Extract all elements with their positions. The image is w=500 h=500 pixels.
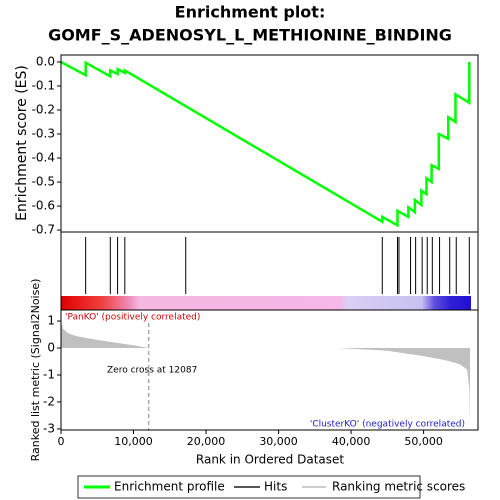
annotation: Zero cross at 12087 (107, 366, 197, 376)
y-tick-label: -0.1 (32, 78, 55, 92)
y-tick-label: 1 (47, 314, 55, 328)
enrichment-line (60, 60, 471, 228)
y-tick-label: 0 (47, 341, 55, 355)
y-axis-label: Ranked list metric (Signal2Noise) (29, 279, 42, 462)
y-tick-label: -3 (43, 421, 55, 435)
legend-label: Ranking metric scores (332, 480, 465, 494)
plot-frame (60, 54, 479, 431)
x-tick-label: 40,000 (332, 435, 371, 448)
rank-color-bar (61, 296, 471, 310)
legend-label: Hits (264, 480, 287, 494)
ranking-metric-area (61, 322, 470, 425)
legend: Enrichment profile Hits Ranking metric s… (77, 475, 465, 499)
y-tick-label: -0.4 (32, 151, 55, 165)
y-axis-label: Enrichment score (ES) (14, 65, 30, 221)
x-axis-label: Rank in Ordered Dataset (196, 453, 344, 467)
annotation: 'ClusterKO' (negatively correlated) (310, 420, 465, 430)
y-tick-label: -0.3 (32, 127, 55, 141)
y-tick-label: 0.0 (36, 54, 55, 68)
annotation: 'PanKO' (positively correlated) (65, 313, 200, 323)
x-tick-label: 10,000 (114, 435, 153, 448)
x-tick-label: 30,000 (259, 435, 298, 448)
y-tick-label: -0.5 (32, 175, 55, 189)
x-tick-label: 0 (58, 435, 65, 448)
y-tick-label: -1 (43, 367, 55, 381)
y-tick-label: -2 (43, 394, 55, 408)
y-tick-label: -0.6 (32, 199, 55, 213)
legend-label: Enrichment profile (114, 480, 225, 494)
y-tick-label: -0.2 (32, 102, 55, 116)
y-tick-label: -0.7 (32, 223, 55, 237)
x-tick-label: 50,000 (404, 435, 443, 448)
chart-title: Enrichment plot: (175, 3, 326, 22)
x-tick-label: 20,000 (187, 435, 226, 448)
chart-title: GOMF_S_ADENOSYL_L_METHIONINE_BINDING (48, 26, 452, 45)
